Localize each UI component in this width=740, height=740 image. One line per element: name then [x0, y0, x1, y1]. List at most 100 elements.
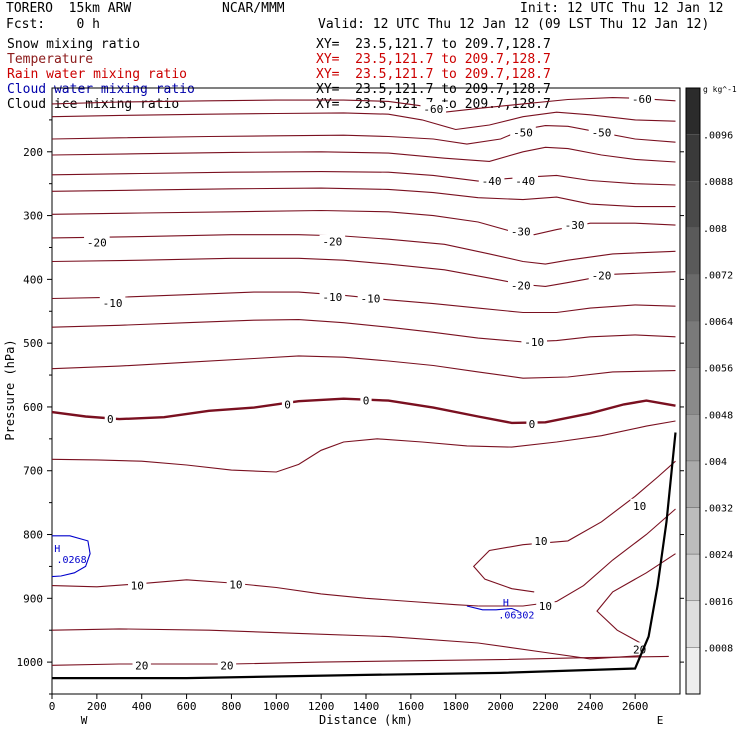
- field-xy-range: XY= 23.5,121.7 to 209.7,128.7: [316, 67, 551, 82]
- temperature-contour-label: -60: [632, 93, 652, 106]
- colorbar-box: [685, 600, 701, 648]
- cloud-water-label: H: [54, 544, 60, 555]
- field-xy-range: XY= 23.5,121.7 to 209.7,128.7: [316, 52, 551, 67]
- y-tick-label: 400: [23, 273, 43, 286]
- contour-label-background: [226, 577, 246, 590]
- temperature-contour-line: [51, 171, 676, 186]
- model-title: TORERO 15km ARW: [6, 1, 132, 16]
- field-xy-range: XY= 23.5,121.7 to 209.7,128.7: [316, 82, 551, 97]
- colorbar-level-label: .0064: [703, 317, 733, 328]
- temperature-contour-line: [51, 111, 676, 131]
- y-tick-label: 800: [23, 529, 43, 542]
- contour-label-background: [588, 125, 615, 138]
- contour-label-background: [561, 218, 588, 231]
- temperature-contour-label: 10: [539, 600, 552, 613]
- colorbar-level-label: .0096: [703, 131, 733, 142]
- contour-label-background: [512, 174, 539, 187]
- contour-label-background: [99, 295, 126, 308]
- init-time: Init: 12 UTC Thu 12 Jan 12: [520, 1, 724, 16]
- temperature-contour-line: [51, 257, 676, 287]
- contour-label-background: [319, 234, 346, 247]
- contour-label-background: [357, 291, 384, 304]
- temperature-contour-label: -20: [592, 270, 612, 283]
- colorbar-level-label: .0072: [703, 270, 733, 281]
- contour-label-background: [630, 498, 649, 511]
- contour-label-background: [84, 235, 110, 248]
- temperature-contour-label: -50: [592, 127, 612, 140]
- y-tick-label: 900: [23, 592, 43, 605]
- field-name: Rain water mixing ratio: [7, 67, 188, 82]
- temperature-contour-label: 0: [363, 395, 370, 408]
- contour-label-background: [510, 125, 536, 138]
- contour-label-background: [531, 533, 551, 546]
- temperature-contour-label: 20: [220, 659, 233, 672]
- colorbar-level-label: .0056: [703, 364, 733, 375]
- y-tick-label: 600: [23, 401, 43, 414]
- temperature-contour-label: -20: [322, 236, 342, 249]
- colorbar-level-label: .008: [703, 224, 727, 235]
- x-tick-label: 2200: [532, 700, 559, 713]
- colorbar-box: [685, 87, 701, 135]
- field-xy-range: XY= 23.5,121.7 to 209.7,128.7: [316, 37, 551, 52]
- x-axis-title: Distance (km): [319, 713, 413, 727]
- colorbar-level-label: .0024: [703, 550, 733, 561]
- temperature-contour-label: -40: [515, 175, 535, 188]
- x-tick-label: 200: [87, 700, 107, 713]
- center-name: NCAR/MMM: [222, 1, 285, 16]
- x-tick-label: 1600: [398, 700, 425, 713]
- colorbar-box: [685, 227, 701, 275]
- colorbar-box: [685, 647, 701, 695]
- colorbar-unit-label: g kg^-1: [703, 85, 737, 94]
- contour-label-background: [319, 290, 346, 303]
- colorbar-box: [685, 274, 701, 322]
- cloud-water-label: .0268: [56, 555, 86, 566]
- colorbar-level-label: .0008: [703, 643, 733, 654]
- y-tick-label: 300: [23, 210, 43, 223]
- temperature-contour-label: -20: [511, 280, 531, 293]
- x-tick-label: 1200: [308, 700, 335, 713]
- temperature-contour-line: [51, 579, 479, 607]
- temperature-contour-label: -40: [482, 175, 502, 188]
- contour-label-background: [588, 268, 615, 281]
- temperature-contour-label: 0: [284, 398, 291, 411]
- colorbar-box: [685, 414, 701, 462]
- contour-label-background: [507, 224, 534, 237]
- field-name: Cloud ice mixing ratio: [7, 97, 180, 112]
- temperature-contour-line: [51, 355, 676, 379]
- contour-label-background: [128, 578, 147, 591]
- y-tick-label: 200: [23, 146, 43, 159]
- x-tick-label: 2000: [487, 700, 514, 713]
- temperature-contour-label: 10: [633, 500, 646, 513]
- temperature-contour-label: -10: [361, 293, 381, 306]
- temperature-contour-line: [51, 125, 676, 145]
- contour-label-background: [478, 174, 505, 187]
- temperature-contour-label: 20: [633, 643, 646, 656]
- temperature-contour-label: -10: [103, 297, 123, 310]
- temperature-contour-line: [51, 187, 676, 208]
- colorbar-level-label: .0032: [703, 504, 733, 515]
- field-name: Snow mixing ratio: [7, 37, 141, 52]
- plot-frame: [51, 87, 681, 695]
- x-tick-label: 600: [177, 700, 197, 713]
- temperature-contour-label: -30: [565, 219, 585, 232]
- temperature-contour-label: -60: [423, 103, 443, 116]
- temperature-contour-line: [51, 553, 676, 660]
- contour-label-background: [104, 412, 116, 425]
- temperature-contour-line: [51, 291, 676, 314]
- x-tick-label: 1400: [353, 700, 380, 713]
- temperature-contour-label: 20: [135, 659, 148, 672]
- colorbar-box: [685, 507, 701, 555]
- valid-time: Valid: 12 UTC Thu 12 Jan 12 (09 LST Thu …: [318, 17, 710, 32]
- temperature-contour-label: -10: [322, 291, 342, 304]
- colorbar-box: [685, 134, 701, 182]
- temperature-contour-label: -50: [513, 127, 533, 140]
- cloud-water-label: H: [503, 598, 509, 609]
- cloud-water-contour-line: [466, 605, 519, 612]
- contour-label-background: [521, 334, 548, 347]
- forecast-hour: Fcst: 0 h: [6, 17, 100, 32]
- temperature-contour-line: [51, 319, 676, 343]
- terrain-line: [52, 432, 677, 680]
- temperature-contour-label: 10: [229, 578, 242, 591]
- y-axis-title: Pressure (hPa): [3, 339, 17, 440]
